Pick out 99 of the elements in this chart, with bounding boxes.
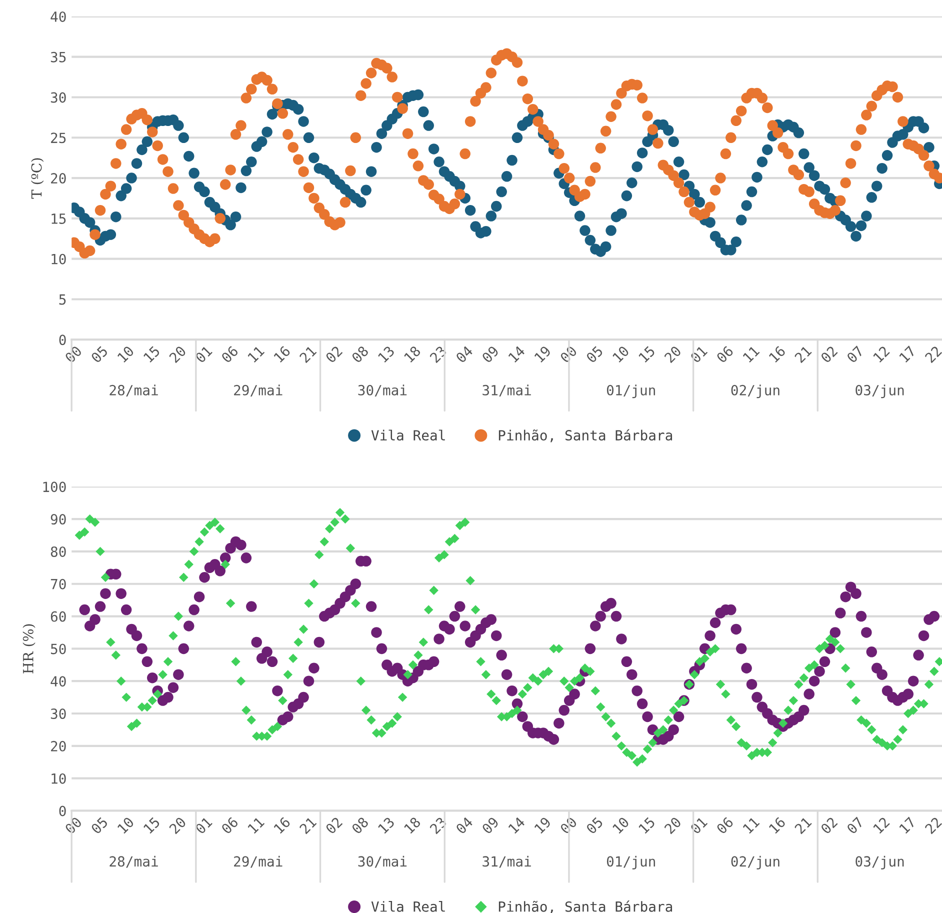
x-tick-label: 11 — [247, 816, 265, 834]
x-tick-label: 20 — [168, 345, 187, 364]
x-tick-label: 17 — [898, 346, 916, 363]
y-tick-label: 0 — [59, 806, 66, 816]
text: 30/mai — [358, 856, 407, 868]
x-tick-label: 13 — [378, 345, 395, 363]
x-tick-label: 06 — [716, 816, 734, 834]
x-tick-label: 18 — [404, 345, 422, 363]
x-tick-label: 06 — [220, 345, 239, 364]
x-tick-label: 07 — [846, 345, 864, 364]
x-tick-label: 21 — [299, 816, 317, 834]
y-tick-label: 90 — [50, 514, 66, 525]
x-tick-label: 10 — [117, 345, 134, 363]
y-tick-label: 40 — [50, 676, 66, 687]
x-tick-label: 09 — [481, 345, 500, 364]
x-tick-label: 09 — [481, 816, 500, 834]
x-tick-label: 17 — [898, 816, 916, 834]
x-tick-label: 11 — [742, 816, 760, 834]
x-tick-label: 14 — [508, 816, 526, 834]
y-tick-label: 50 — [50, 644, 66, 654]
legend-label: Vila Real — [371, 901, 445, 912]
x-tick-label: 16 — [273, 816, 291, 834]
text: 02/jun — [731, 384, 780, 398]
y-tick-label: 40 — [50, 11, 66, 22]
x-tick-label: 12 — [872, 346, 890, 363]
x-tick-label: 02 — [324, 346, 343, 364]
text: 29/mai — [234, 856, 282, 868]
y-tick-label: 5 — [59, 294, 66, 305]
x-tick-label: 14 — [508, 345, 526, 363]
x-tick-label: 01 — [194, 816, 213, 834]
legend-label: Pinhão, Santa Bárbara — [498, 429, 672, 442]
text: 02/jun — [731, 856, 780, 870]
x-tick-label: 20 — [168, 816, 187, 834]
x-tick-label: 18 — [404, 816, 422, 834]
x-tick-label: 11 — [742, 346, 760, 363]
x-tick-label: 10 — [117, 816, 134, 834]
x-tick-label: 02 — [820, 346, 838, 364]
x-tick-label: 16 — [768, 816, 786, 834]
text: 30/mai — [358, 384, 407, 397]
x-tick-label: 21 — [299, 345, 317, 364]
text: 03/jun — [856, 856, 904, 870]
text: 03/jun — [856, 384, 904, 398]
x-tick-label: 13 — [378, 816, 395, 834]
x-tick-label: 15 — [638, 816, 656, 834]
y-axis-title: T (ºC) — [31, 158, 44, 199]
x-tick-label: 05 — [586, 346, 604, 364]
y-tick-label: 70 — [50, 578, 66, 590]
y-tick-label: 30 — [50, 708, 66, 720]
y-tick-label: 60 — [50, 611, 66, 622]
x-tick-label: 15 — [143, 816, 160, 834]
text: 31/mai — [482, 856, 531, 868]
text: 28/mai — [110, 856, 158, 868]
x-tick-label: 15 — [143, 346, 160, 363]
y-tick-label: 25 — [51, 132, 66, 144]
x-tick-label: 19 — [534, 816, 552, 834]
y-tick-label: 10 — [52, 254, 66, 264]
y-tick-label: 30 — [50, 92, 66, 103]
x-tick-label: 04 — [455, 816, 474, 834]
y-tick-label: 35 — [50, 52, 66, 62]
y-tick-label: 0 — [59, 334, 66, 346]
x-tick-label: 16 — [768, 345, 786, 363]
legend-label: Vila Real — [371, 430, 445, 441]
y-tick-label: 80 — [50, 546, 66, 557]
x-tick-label: 08 — [351, 345, 370, 364]
x-tick-label: 21 — [794, 816, 812, 834]
y-tick-label: 10 — [52, 773, 66, 784]
x-tick-label: 20 — [664, 345, 682, 364]
x-tick-label: 05 — [586, 816, 604, 834]
x-tick-label: 22 — [924, 346, 942, 364]
x-tick-label: 22 — [924, 816, 942, 834]
x-tick-label: 12 — [872, 816, 890, 834]
x-tick-label: 06 — [716, 345, 734, 364]
x-tick-label: 02 — [820, 816, 838, 834]
y-tick-label: 20 — [51, 740, 66, 752]
x-tick-label: 16 — [273, 345, 291, 363]
x-tick-label: 02 — [324, 816, 343, 834]
text: 28/mai — [110, 384, 158, 397]
x-tick-label: 05 — [90, 816, 108, 834]
x-tick-label: 15 — [638, 346, 656, 363]
y-tick-label: 20 — [51, 173, 66, 184]
x-tick-label: 06 — [220, 816, 239, 834]
text: 29/mai — [234, 384, 282, 397]
text: 01/jun — [606, 384, 655, 398]
y-tick-label: 100 — [43, 482, 66, 492]
x-tick-label: 20 — [664, 816, 682, 834]
y-axis-title: HR (%) — [22, 624, 36, 674]
x-tick-label: 04 — [455, 345, 474, 364]
x-tick-label: 21 — [794, 345, 812, 364]
x-tick-label: 11 — [247, 346, 265, 363]
text: 01/jun — [606, 856, 655, 870]
y-tick-label: 15 — [52, 214, 66, 224]
x-tick-label: 01 — [194, 345, 213, 364]
x-tick-label: 07 — [846, 816, 864, 834]
x-tick-label: 10 — [612, 816, 630, 834]
x-tick-label: 05 — [90, 346, 108, 364]
x-tick-label: 08 — [351, 816, 370, 834]
x-tick-label: 19 — [534, 345, 552, 363]
x-tick-label: 10 — [612, 345, 630, 363]
text: 31/mai — [482, 384, 531, 397]
